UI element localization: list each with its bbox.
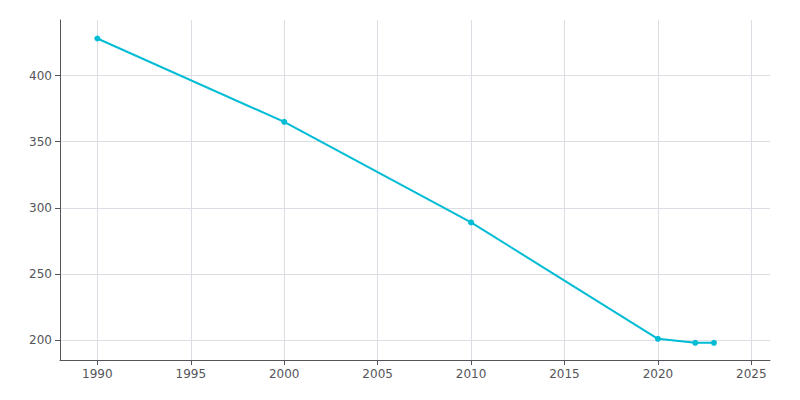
svg-text:200: 200: [29, 333, 52, 347]
svg-text:2000: 2000: [269, 367, 300, 381]
svg-text:1995: 1995: [176, 367, 207, 381]
svg-text:2025: 2025: [736, 367, 767, 381]
svg-text:400: 400: [29, 69, 52, 83]
svg-text:2015: 2015: [549, 367, 580, 381]
svg-text:2010: 2010: [456, 367, 487, 381]
svg-text:250: 250: [29, 267, 52, 281]
svg-text:1990: 1990: [82, 367, 113, 381]
svg-text:350: 350: [29, 135, 52, 149]
svg-text:2005: 2005: [362, 367, 393, 381]
svg-text:2020: 2020: [643, 367, 674, 381]
svg-text:300: 300: [29, 201, 52, 215]
